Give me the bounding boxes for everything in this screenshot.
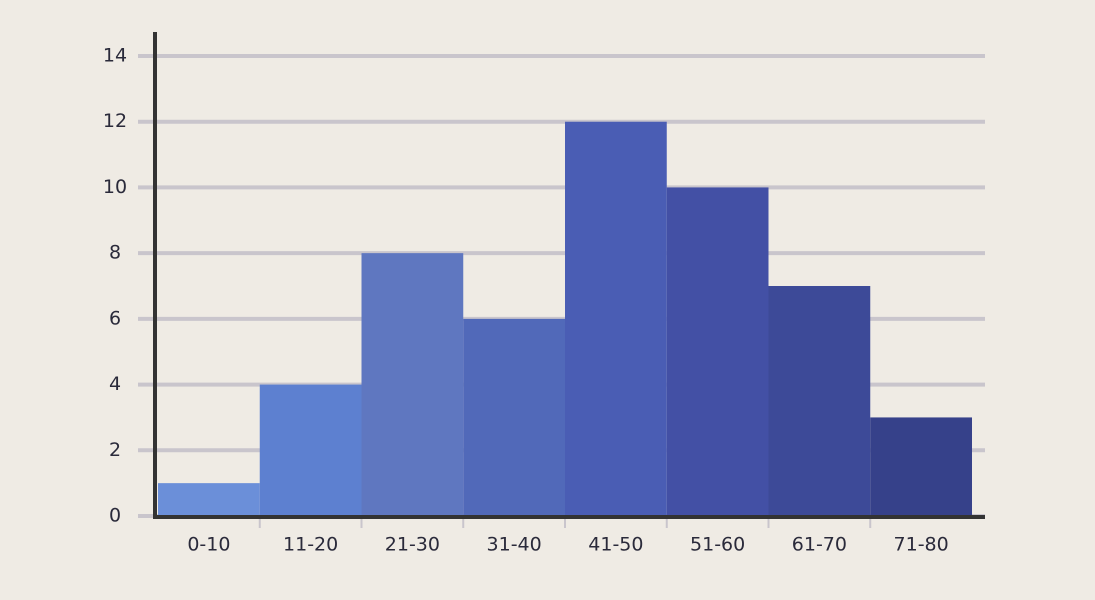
y-tick-label: 10	[103, 176, 127, 198]
x-tick-label: 0-10	[187, 534, 230, 556]
x-tick-label: 41-50	[588, 534, 643, 556]
x-tick-label: 31-40	[487, 534, 542, 556]
y-tick-label: 6	[109, 307, 121, 329]
bar	[768, 286, 871, 516]
bar	[870, 417, 972, 516]
y-tick-label: 2	[109, 439, 121, 461]
x-tick-label: 21-30	[385, 534, 440, 556]
y-tick-label: 14	[103, 45, 127, 67]
bar	[361, 253, 464, 516]
x-tick-label: 51-60	[690, 534, 745, 556]
y-tick-label: 4	[109, 373, 121, 395]
y-tick-label: 0	[109, 505, 121, 527]
bar	[565, 121, 667, 516]
y-tick-label: 12	[103, 110, 127, 132]
bar	[666, 187, 769, 516]
bar	[463, 318, 565, 516]
y-tick-label: 8	[109, 242, 121, 264]
bar	[259, 384, 362, 516]
bar	[158, 483, 260, 516]
x-tick-label: 71-80	[894, 534, 949, 556]
x-tick-label: 11-20	[283, 534, 338, 556]
x-tick-label: 61-70	[792, 534, 847, 556]
